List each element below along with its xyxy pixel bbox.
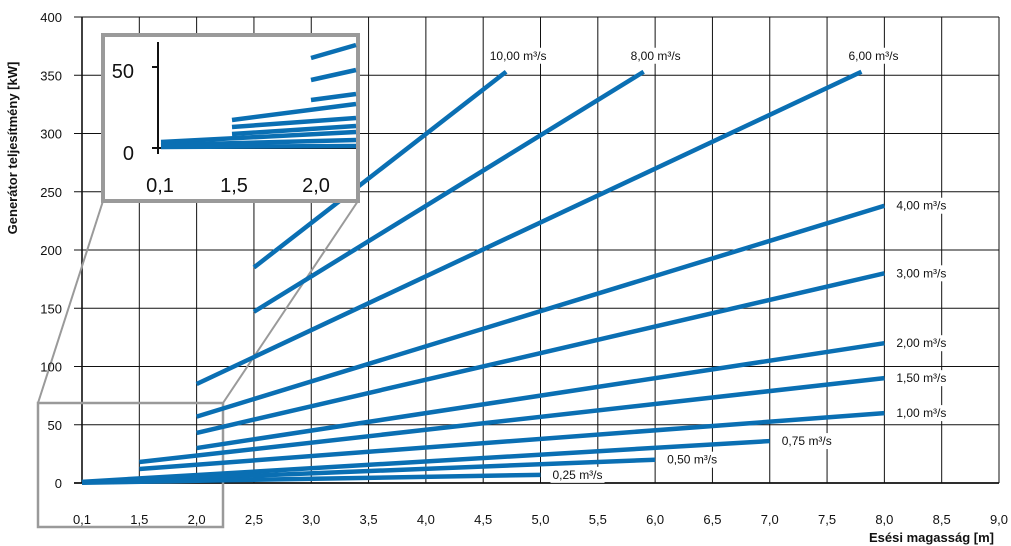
x-tick-label: 1,5 [130, 512, 148, 527]
y-tick-label: 200 [40, 243, 62, 258]
series-line-4 [196, 271, 885, 436]
x-tick-label: 5,5 [589, 512, 607, 527]
series-label-bg [628, 47, 683, 64]
inset-series-line-4 [231, 115, 357, 130]
y-tick-label: 0 [55, 476, 62, 491]
inset-y-tick-label: 0 [123, 143, 134, 165]
x-tick-label: 3,0 [302, 512, 320, 527]
y-tick-label: 150 [40, 301, 62, 316]
inset-frame [101, 33, 360, 203]
inset-x-tick-label: 1,5 [220, 175, 248, 197]
x-tick-label: 4,0 [417, 512, 435, 527]
series-line-8 [81, 438, 770, 485]
y-tick-label: 300 [40, 127, 62, 142]
series-label-0: 10,00 m³/s [490, 49, 547, 63]
series-label-bg [550, 466, 605, 483]
x-tick-label: 6,0 [646, 512, 664, 527]
series-line-7 [139, 410, 885, 472]
inset-series-line-0 [160, 129, 357, 145]
x-tick-label: 4,5 [474, 512, 492, 527]
series-label-bg [846, 47, 901, 64]
inset-zoom: 0,1 1,5 2,0 0 50 [101, 33, 360, 203]
x-tick-label: 3,5 [360, 512, 378, 527]
inset-x-tick-label: 0,1 [146, 175, 174, 197]
x-axis-title: Esési magasság [m] [869, 530, 994, 545]
series-label-9: 0,50 m³/s [667, 453, 717, 467]
inset-series-line-7 [310, 67, 357, 83]
inset-y-tick-label: 50 [112, 61, 134, 83]
inset-series-line-2 [160, 143, 357, 150]
series-line-10 [81, 472, 541, 486]
series-label-5: 2,00 m³/s [896, 336, 946, 350]
series-label-1: 8,00 m³/s [631, 49, 681, 63]
series-labels: 10,00 m³/s 8,00 m³/s 6,00 m³/s 4,00 m³/s 3,0… [487, 47, 949, 483]
series-label-bg [779, 433, 834, 450]
x-tick-label: 2,5 [245, 512, 263, 527]
grid [74, 16, 1000, 484]
x-tick-label: 6,5 [703, 512, 721, 527]
y-tick-label: 400 [40, 10, 62, 25]
tick-labels: 0,1 1,5 2,0 2,5 3,0 3,5 4,0 4,5 5,0 5,5 6,0 6,5 7,0 7… [40, 10, 1008, 527]
inset-series-line-6 [310, 91, 357, 103]
series-line-5 [196, 340, 885, 451]
series-line-9 [81, 457, 656, 485]
x-tick-label: 7,0 [761, 512, 779, 527]
x-tick-label: 2,0 [188, 512, 206, 527]
series-line-1 [252, 69, 645, 314]
x-tick-label: 8,5 [933, 512, 951, 527]
series-label-bg [894, 265, 949, 282]
inset-series-line-8 [310, 42, 357, 61]
y-tick-label: 250 [40, 185, 62, 200]
x-tick-label: 7,5 [818, 512, 836, 527]
inset-series-line-5 [231, 123, 357, 137]
series-label-bg [894, 370, 949, 387]
y-tick-label: 350 [40, 68, 62, 83]
series-label-2: 6,00 m³/s [848, 49, 898, 63]
y-tick-label: 100 [40, 360, 62, 375]
x-tick-label: 5,0 [531, 512, 549, 527]
y-axis-title: Generátor teljesítmény [kW] [5, 62, 20, 235]
zoom-indicator [36, 200, 359, 529]
series-label-bg [894, 197, 949, 214]
series-label-bg [487, 47, 549, 64]
x-tick-label: 9,0 [990, 512, 1008, 527]
series-line-0 [252, 69, 508, 270]
series-line-6 [139, 375, 885, 465]
series-label-7: 1,00 m³/s [896, 406, 946, 420]
series-label-bg [894, 405, 949, 422]
series-lines [81, 69, 886, 486]
series-line-3 [195, 203, 886, 419]
zoom-source-box [36, 401, 225, 529]
y-tick-label: 50 [48, 418, 62, 433]
series-label-8: 0,75 m³/s [782, 434, 832, 448]
series-label-bg [894, 335, 949, 352]
series-label-6: 1,50 m³/s [896, 371, 946, 385]
zoom-connector-left [37, 200, 104, 404]
inset-series-line-3 [231, 101, 357, 123]
series-line-2 [195, 69, 863, 387]
series-label-10: 0,25 m³/s [553, 468, 603, 482]
series-label-3: 4,00 m³/s [896, 199, 946, 213]
inset-series-line-1 [160, 137, 357, 148]
inset-x-tick-label: 2,0 [302, 175, 330, 197]
zoom-connector-right [222, 200, 359, 404]
x-tick-label: 8,0 [875, 512, 893, 527]
x-tick-label: 0,1 [73, 512, 91, 527]
series-label-4: 3,00 m³/s [896, 266, 946, 280]
series-label-bg [665, 451, 720, 468]
